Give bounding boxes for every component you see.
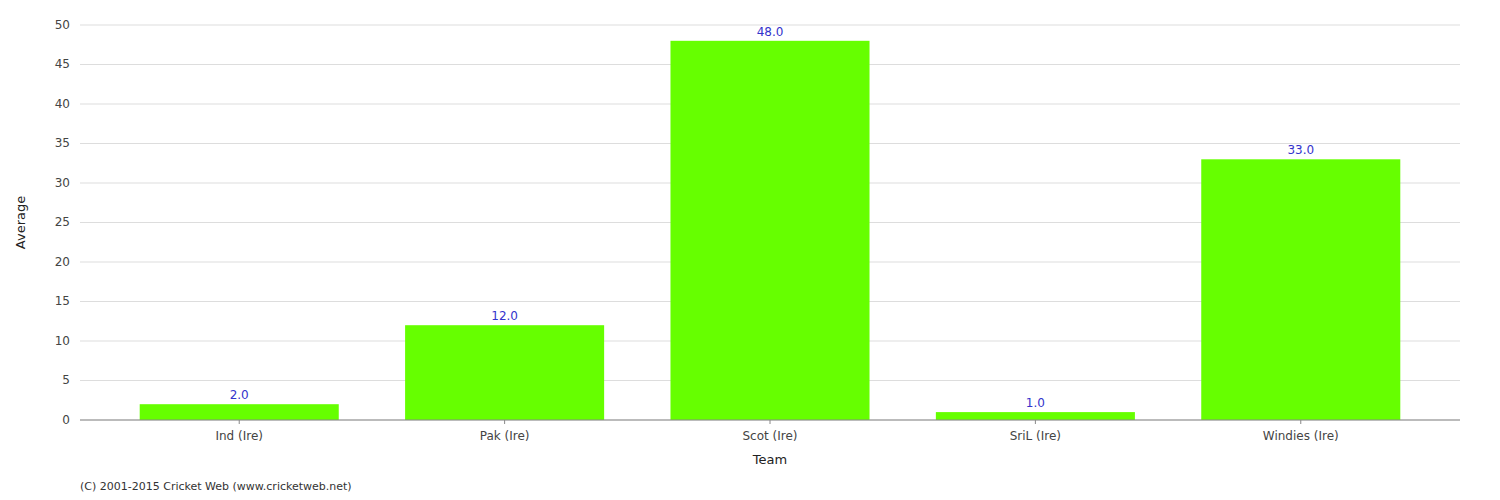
chart-container: 0 5 10 15 20 25 30 35 40 45 50 2.0 12.0 48.0 1.0 33.0 In… [0, 0, 1500, 500]
y-tick-label: 40 [55, 97, 70, 111]
y-tick-label: 20 [55, 255, 70, 269]
bar [1201, 159, 1400, 420]
y-tick-label: 0 [62, 413, 70, 427]
y-tick-label: 45 [55, 57, 70, 71]
data-label: 33.0 [1287, 143, 1314, 157]
y-tick-label: 10 [55, 334, 70, 348]
footer: (C) 2001-2015 Cricket Web (www.cricketwe… [80, 480, 352, 493]
bars [140, 41, 1401, 420]
y-axis-label: Average [13, 196, 28, 249]
data-label: 48.0 [757, 25, 784, 39]
x-tick-label: Windies (Ire) [1263, 429, 1339, 443]
y-tick-label: 35 [55, 136, 70, 150]
data-label: 12.0 [491, 309, 518, 323]
x-tick [1300, 420, 1301, 424]
y-tick-label: 5 [62, 373, 70, 387]
y-tick-label: 25 [55, 215, 70, 229]
x-tick-label: Pak (Ire) [480, 429, 530, 443]
data-label: 2.0 [230, 388, 249, 402]
bar [140, 404, 339, 420]
y-tick-label: 30 [55, 176, 70, 190]
y-tick-label: 50 [55, 18, 70, 32]
data-label: 1.0 [1026, 396, 1045, 410]
x-tick-label: Scot (Ire) [742, 429, 797, 443]
x-tick [770, 420, 771, 424]
x-tick [504, 420, 505, 424]
bar [405, 325, 604, 420]
x-axis-label: Team [752, 452, 787, 467]
y-tick-label: 15 [55, 294, 70, 308]
bar [670, 41, 869, 420]
bar [936, 412, 1135, 420]
grid [80, 25, 1460, 420]
x-tick-label: Ind (Ire) [215, 429, 263, 443]
x-tick [1035, 420, 1036, 424]
x-tick [239, 420, 240, 424]
chart: 0 5 10 15 20 25 30 35 40 45 50 2.0 12.0 48.0 1.0 33.0 In… [0, 0, 1500, 500]
x-tick-label: SriL (Ire) [1010, 429, 1061, 443]
